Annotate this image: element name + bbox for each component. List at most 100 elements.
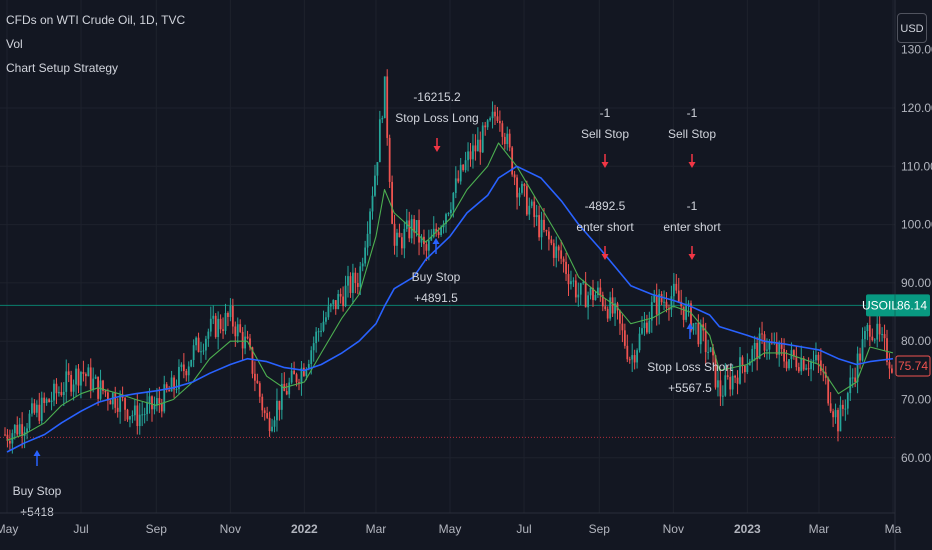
time-tick-label: Nov (220, 522, 241, 536)
candle-body (178, 366, 180, 390)
candle-body (153, 404, 156, 410)
candle-body (219, 318, 222, 330)
candle-body (807, 368, 810, 370)
candle-body (545, 229, 548, 232)
candle-body (312, 343, 315, 351)
candle-body (386, 76, 389, 138)
candle-body (621, 323, 624, 331)
candle-body (741, 357, 744, 366)
candle-body (775, 342, 778, 355)
candle-body (60, 391, 63, 396)
candle-body (197, 337, 200, 353)
candle-body (707, 351, 710, 353)
candle-body (641, 328, 643, 334)
buy-arrow-head (686, 323, 694, 329)
candle-body (168, 389, 171, 392)
price-tick-label: 60.00 (901, 451, 931, 465)
price-tick-label-partial: 130.00 (901, 43, 932, 57)
candle-body (663, 301, 665, 303)
grid-lines (0, 0, 895, 513)
time-axis[interactable]: May Jul Sep Nov 2022 Mar May Jul Sep Nov 2023 Mar Ma (0, 522, 902, 536)
sell-signal: -16215.2 Stop Loss Long (395, 90, 479, 152)
candle-body (582, 282, 585, 284)
candle-body (21, 424, 24, 436)
buy-arrow-head (33, 450, 41, 456)
sell-signal: -1 Sell Stop (668, 106, 716, 168)
price-tick-label: 120.00 (901, 101, 932, 115)
candle-body (729, 376, 732, 390)
candle-body (528, 205, 531, 215)
annotation-label: Stop Loss Long (395, 111, 478, 125)
indicator-vol-label[interactable]: Vol (6, 37, 23, 51)
candle-body (670, 296, 673, 310)
candle-body (249, 338, 251, 348)
candle-body (374, 175, 376, 196)
candle-body (58, 391, 60, 394)
candle-body (209, 318, 212, 332)
candle-body (489, 118, 491, 121)
candle-body (383, 76, 386, 119)
candle-body (119, 394, 122, 412)
candle-body (888, 362, 891, 369)
candle-body (288, 382, 291, 395)
candle-body (427, 240, 430, 251)
candle-body (837, 410, 839, 432)
candle-body (650, 302, 653, 321)
candle-body (734, 375, 736, 378)
candle-body (873, 339, 876, 341)
candle-body (675, 283, 678, 291)
currency-button[interactable]: USD (897, 13, 927, 43)
symbol-badge-name: USOIL (862, 298, 898, 312)
long-ma-line (6, 165, 894, 453)
candle-body (611, 297, 614, 314)
price-scale[interactable]: 120.00 110.00 100.00 90.00 80.00 70.00 60.00 13… (901, 43, 932, 465)
candle-body (334, 300, 337, 310)
candle-body (555, 246, 558, 258)
candle-body (33, 403, 36, 413)
candle-body (94, 376, 97, 379)
candle-body (67, 371, 70, 375)
candle-body (550, 239, 553, 244)
candle-body (28, 413, 31, 429)
candle-body (300, 367, 303, 384)
candle-body (344, 285, 347, 307)
candle-body (628, 359, 631, 361)
candle-body (552, 243, 555, 258)
candle-body (817, 354, 820, 361)
candle-body (342, 296, 344, 307)
candle-body (376, 162, 379, 176)
candle-body (244, 336, 246, 349)
candle-body (261, 396, 264, 411)
candle-body (819, 360, 822, 372)
candle-body (513, 174, 516, 178)
candle-body (104, 390, 107, 393)
candle-body (234, 326, 237, 337)
candle-body (256, 380, 259, 384)
candle-body (359, 266, 362, 287)
candle-body (533, 201, 536, 218)
candle-body (107, 392, 109, 401)
candle-body (793, 350, 795, 357)
indicator-strategy-label[interactable]: Chart Setup Strategy (6, 61, 119, 75)
candle-body (418, 220, 420, 243)
candle-body (361, 263, 364, 267)
candle-body (523, 183, 526, 187)
candle-body (589, 287, 592, 296)
annotation-label: Sell Stop (581, 127, 629, 141)
candle-body (388, 137, 391, 182)
candle-body (280, 383, 283, 410)
annotation-label: Buy Stop (412, 270, 461, 284)
candle-body (631, 355, 634, 360)
candle-body (739, 357, 741, 384)
candle-body (156, 398, 158, 405)
candle-body (285, 391, 288, 395)
candle-body (173, 377, 175, 390)
candle-body (851, 377, 854, 379)
moving-average-lines (6, 142, 894, 453)
candle-body (685, 305, 687, 320)
candle-body (413, 219, 416, 233)
annotation-label: -1 (687, 106, 698, 120)
candle-body (891, 368, 893, 373)
candle-body (717, 380, 719, 388)
